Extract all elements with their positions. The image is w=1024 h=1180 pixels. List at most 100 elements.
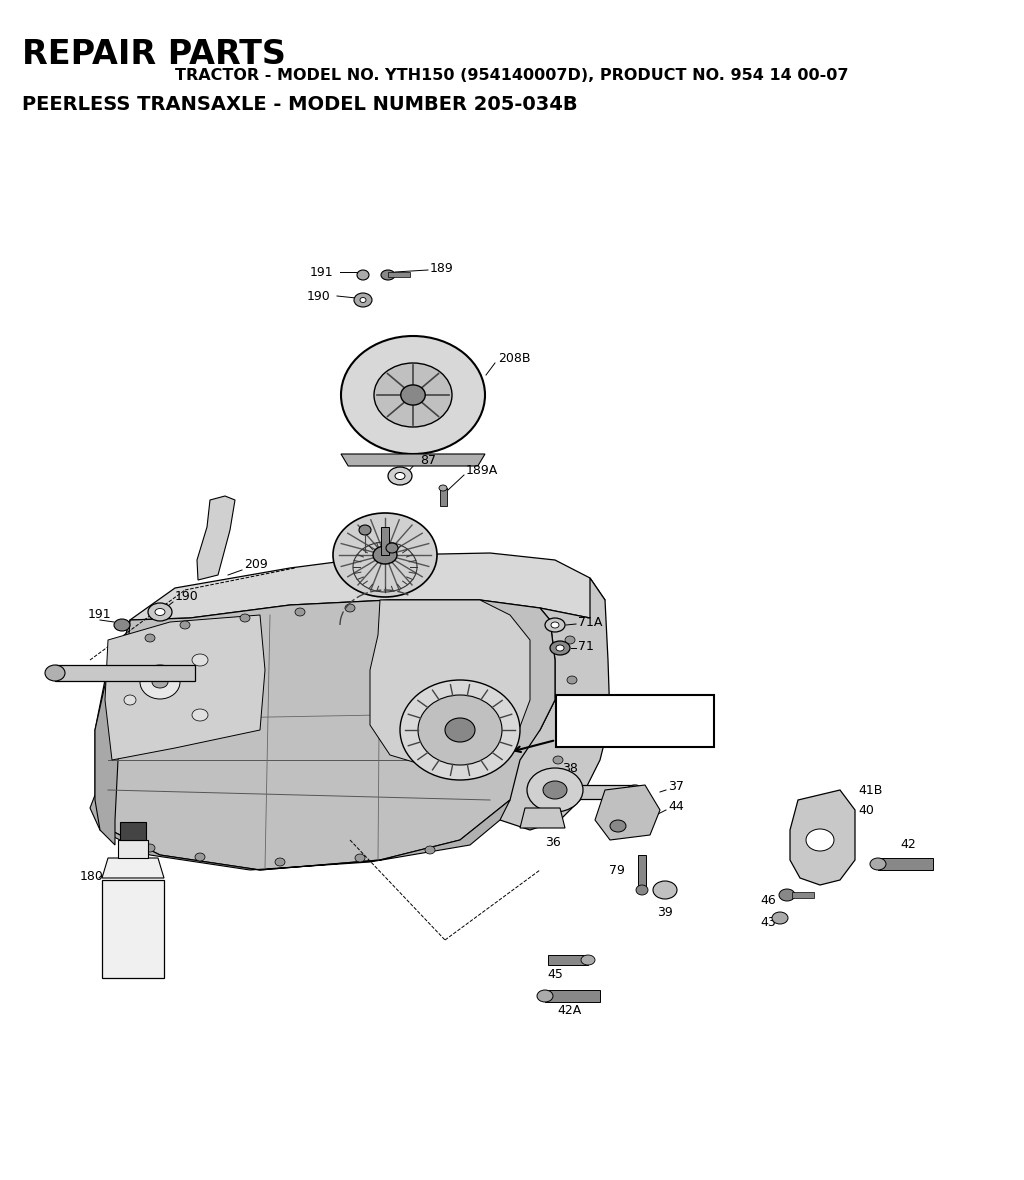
Text: TRACTOR - MODEL NO. YTH150 (954140007D), PRODUCT NO. 954 14 00-07: TRACTOR - MODEL NO. YTH150 (954140007D),… <box>175 68 849 83</box>
Ellipse shape <box>400 385 425 405</box>
Ellipse shape <box>550 641 570 655</box>
Ellipse shape <box>295 608 305 616</box>
Text: 191: 191 <box>310 266 334 278</box>
Ellipse shape <box>425 846 435 854</box>
Ellipse shape <box>610 820 626 832</box>
Ellipse shape <box>556 645 564 651</box>
Ellipse shape <box>357 270 369 280</box>
Ellipse shape <box>359 525 371 535</box>
Text: 41B: 41B <box>858 784 883 797</box>
Ellipse shape <box>152 676 168 688</box>
Ellipse shape <box>373 546 397 564</box>
Ellipse shape <box>374 363 452 427</box>
Polygon shape <box>90 795 510 870</box>
Bar <box>556 695 714 747</box>
Ellipse shape <box>553 756 563 763</box>
Text: 85: 85 <box>404 538 420 551</box>
Ellipse shape <box>418 695 502 765</box>
Text: 180: 180 <box>80 871 103 884</box>
Ellipse shape <box>333 513 437 597</box>
Ellipse shape <box>581 955 595 965</box>
Ellipse shape <box>772 912 788 924</box>
Text: 45: 45 <box>547 968 563 981</box>
Ellipse shape <box>388 467 412 485</box>
Text: 85A: 85A <box>378 518 402 531</box>
Ellipse shape <box>565 636 575 644</box>
Bar <box>540 785 635 799</box>
Ellipse shape <box>386 543 398 553</box>
Ellipse shape <box>124 695 136 704</box>
Bar <box>102 880 164 978</box>
Ellipse shape <box>543 781 567 799</box>
Ellipse shape <box>563 716 573 725</box>
Text: MODEL and SERIAL: MODEL and SERIAL <box>568 706 702 719</box>
Text: NUMBERS HERE: NUMBERS HERE <box>580 726 690 739</box>
Polygon shape <box>95 599 555 870</box>
Ellipse shape <box>636 885 648 894</box>
Text: 40: 40 <box>858 804 873 817</box>
Text: 191: 191 <box>88 609 112 622</box>
Ellipse shape <box>275 858 285 866</box>
Text: 190: 190 <box>175 590 199 603</box>
Bar <box>381 527 389 555</box>
Ellipse shape <box>193 709 208 721</box>
Ellipse shape <box>195 853 205 861</box>
Polygon shape <box>197 496 234 581</box>
Text: 189A: 189A <box>466 464 499 477</box>
Ellipse shape <box>148 603 172 621</box>
Polygon shape <box>105 615 265 760</box>
Ellipse shape <box>439 485 447 491</box>
Polygon shape <box>595 785 660 840</box>
Text: REPAIR PARTS: REPAIR PARTS <box>22 38 286 71</box>
Text: 190: 190 <box>307 289 331 302</box>
Polygon shape <box>102 858 164 878</box>
Text: 39: 39 <box>657 905 673 918</box>
Bar <box>878 858 933 870</box>
Text: 42: 42 <box>900 838 915 851</box>
Text: TRANSAXLE: TRANSAXLE <box>113 905 154 911</box>
Ellipse shape <box>779 889 795 902</box>
Bar <box>440 489 447 506</box>
Text: 42A: 42A <box>558 1003 582 1016</box>
Text: 209: 209 <box>244 558 267 571</box>
Text: 208B: 208B <box>498 352 530 365</box>
Text: 44: 44 <box>668 800 684 813</box>
Text: 189: 189 <box>430 262 454 275</box>
Polygon shape <box>495 578 610 830</box>
Ellipse shape <box>527 768 583 812</box>
Ellipse shape <box>155 609 165 616</box>
Ellipse shape <box>551 622 559 628</box>
Polygon shape <box>130 553 605 620</box>
Ellipse shape <box>345 604 355 612</box>
Ellipse shape <box>626 785 644 799</box>
Ellipse shape <box>140 666 180 699</box>
Text: 36: 36 <box>545 835 561 848</box>
Ellipse shape <box>545 618 565 632</box>
Ellipse shape <box>240 614 250 622</box>
Ellipse shape <box>145 634 155 642</box>
Text: 43: 43 <box>760 916 776 929</box>
Ellipse shape <box>400 680 520 780</box>
Text: 37: 37 <box>668 780 684 793</box>
Bar <box>792 892 814 898</box>
Ellipse shape <box>114 620 130 631</box>
Text: PEERLESS TRANSAXLE - MODEL NUMBER 205-034B: PEERLESS TRANSAXLE - MODEL NUMBER 205-03… <box>22 96 578 114</box>
Text: 71A: 71A <box>578 616 602 629</box>
Bar <box>638 856 646 890</box>
Bar <box>545 990 600 1002</box>
Bar <box>118 840 148 858</box>
Text: 38: 38 <box>562 761 578 774</box>
Polygon shape <box>370 599 530 771</box>
Ellipse shape <box>341 336 485 454</box>
Text: 71: 71 <box>578 641 594 654</box>
Text: 32 FL OZ: 32 FL OZ <box>118 933 148 939</box>
Ellipse shape <box>806 830 834 851</box>
Polygon shape <box>341 454 485 466</box>
Text: OIL: OIL <box>127 919 138 925</box>
Ellipse shape <box>360 297 366 302</box>
Text: 87: 87 <box>420 453 436 466</box>
Text: 46: 46 <box>760 893 776 906</box>
Ellipse shape <box>45 666 65 681</box>
Ellipse shape <box>145 844 155 852</box>
Polygon shape <box>790 789 855 885</box>
